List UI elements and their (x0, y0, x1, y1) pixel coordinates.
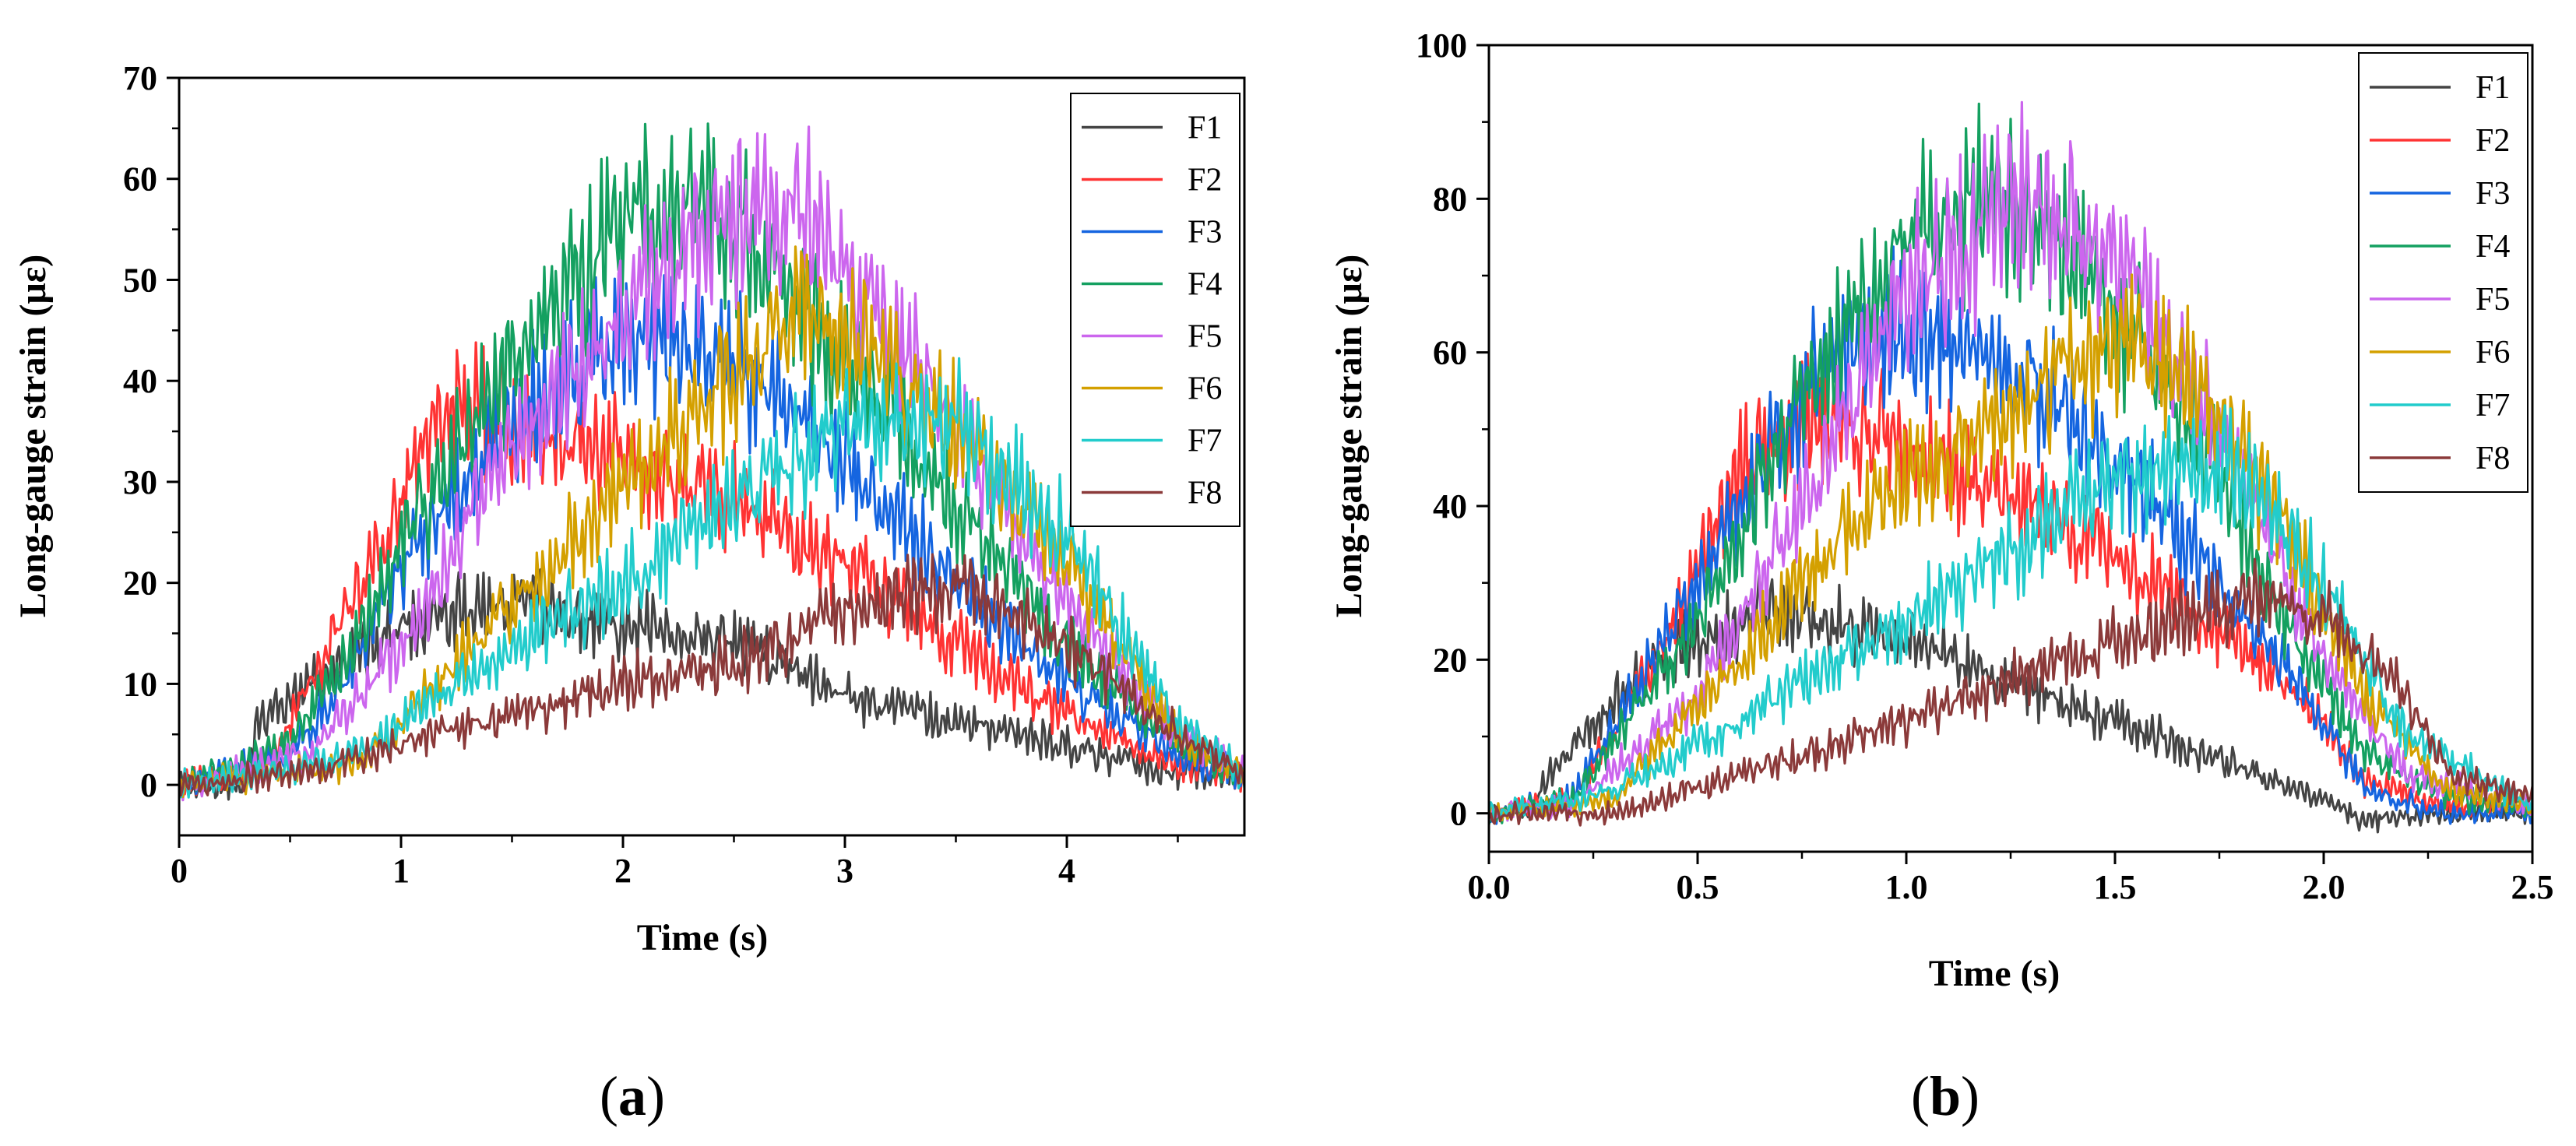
panel-b-x-tick-label: 1.0 (1885, 868, 1928, 906)
panel-a-legend-label-f8: F8 (1188, 476, 1222, 511)
panel-b-y-axis-label: Long-gauge strain (με) (1328, 255, 1370, 617)
panel-b-y-tick-label: 60 (1433, 334, 1467, 372)
panel-a-x-tick-label: 1 (392, 852, 410, 890)
panel-a-y-tick-label: 0 (140, 766, 157, 804)
panel-b-legend-label-f6: F6 (2476, 335, 2510, 371)
panel-a-y-tick-label: 40 (123, 362, 157, 400)
panel-a-legend-label-f1: F1 (1188, 111, 1222, 146)
panel-b-x-tick-label: 0.5 (1677, 868, 1719, 906)
panel-b-x-tick-label: 1.5 (2094, 868, 2137, 906)
panel-a-legend-label-f3: F3 (1188, 215, 1222, 251)
panel-b-y-tick-label: 100 (1416, 26, 1467, 65)
panel-b-y-tick-label: 80 (1433, 180, 1467, 218)
panel-a-x-tick-label: 0 (171, 852, 188, 890)
panel-b-legend-label-f1: F1 (2476, 70, 2510, 106)
panel-a-series-f5-line (179, 125, 1244, 802)
panel-b-series-f8-line (1489, 557, 2532, 827)
panel-b-x-axis-label: Time (s) (1929, 953, 2060, 994)
panel-b-x-tick-label: 2.5 (2511, 868, 2554, 906)
panel-b-legend-label-f2: F2 (2476, 123, 2510, 159)
panel-a-x-tick-label: 2 (614, 852, 632, 890)
panel-a-series-f8-line (179, 553, 1244, 797)
panel-a-plot-frame (178, 76, 1246, 837)
panel-b-legend-box (2358, 52, 2528, 493)
panel-a-caption: (a) (600, 1065, 665, 1127)
panel-a-legend-label-f4: F4 (1188, 267, 1222, 303)
panel-a-y-tick-label: 30 (123, 463, 157, 501)
panel-b-y-tick-label: 0 (1450, 795, 1467, 833)
panel-a-legend-label-f6: F6 (1188, 371, 1222, 407)
panel-a-series-group (179, 122, 1244, 802)
panel-a-legend-box (1070, 93, 1240, 527)
panel-b-legend-label-f4: F4 (2476, 229, 2510, 265)
panel-b-x-tick-label: 2.0 (2303, 868, 2345, 906)
panel-a-x-axis-label: Time (s) (637, 917, 768, 958)
panel-b-series-f3-line (1489, 245, 2532, 825)
panel-b-series-f5-line (1489, 100, 2532, 822)
panel-a-y-tick-label: 70 (123, 59, 157, 97)
panel-b-chart: 0.0 0.5 1.0 1.5 2.0 2.5 0 20 40 60 80 100 F1 F2 F3 F4 F5… (1416, 26, 2554, 906)
panel-a-legend-label-f2: F2 (1188, 163, 1222, 199)
panel-b-y-tick-label: 40 (1433, 487, 1467, 526)
panel-a-y-tick-label: 20 (123, 564, 157, 603)
panel-a-x-tick-label: 4 (1058, 852, 1075, 890)
panel-a-y-axis-label: Long-gauge strain (με) (12, 255, 54, 617)
panel-b-y-tick-label: 20 (1433, 641, 1467, 679)
panel-b-letter: b (1930, 1065, 1961, 1127)
panel-b-series-group (1489, 100, 2532, 834)
panel-b-series-f6-line (1489, 273, 2532, 821)
panel-a-letter: a (618, 1065, 646, 1127)
panel-b-legend-label-f5: F5 (2476, 282, 2510, 318)
panel-a-legend-label-f5: F5 (1188, 319, 1222, 355)
panel-a-x-tick-label: 3 (836, 852, 853, 890)
panel-a-legend-label-f7: F7 (1188, 424, 1222, 459)
panel-b-caption: (b) (1911, 1065, 1980, 1127)
panel-b-series-f4-line (1489, 102, 2532, 825)
panel-a-y-tick-label: 50 (123, 261, 157, 299)
panel-b-x-tick-label: 0.0 (1468, 868, 1511, 906)
panel-a-y-tick-label: 60 (123, 160, 157, 199)
panel-a-y-tick-label: 10 (123, 665, 157, 703)
panel-b-legend-label-f3: F3 (2476, 176, 2510, 212)
panel-b-legend-label-f7: F7 (2476, 388, 2510, 424)
panel-b-legend-label-f8: F8 (2476, 441, 2510, 476)
